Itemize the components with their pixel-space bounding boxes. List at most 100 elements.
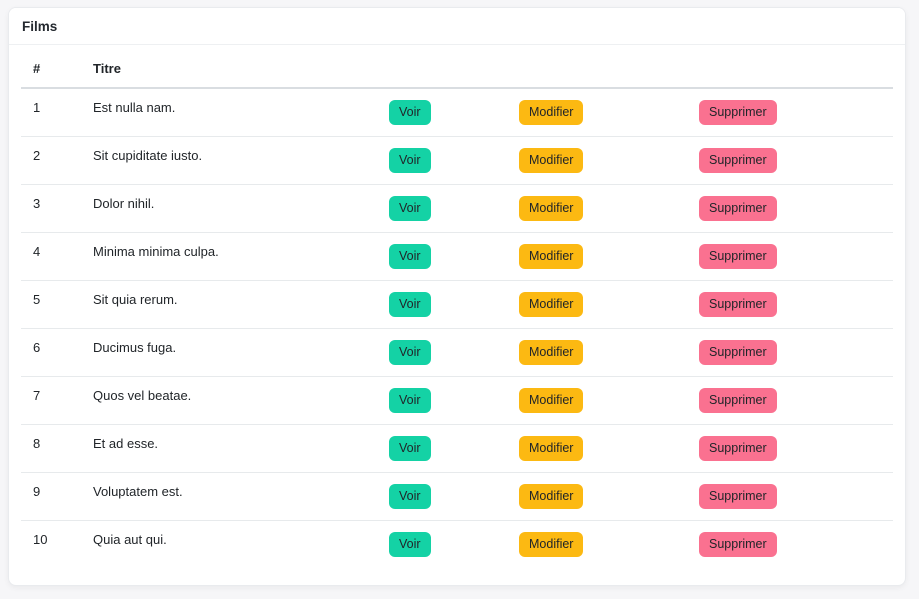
column-header-action-edit (507, 52, 687, 89)
table-row: 5 Sit quia rerum. Voir Modifier Supprime… (21, 279, 893, 329)
row-delete-cell: Supprimer (687, 231, 893, 281)
row-title: Ducimus fuga. (93, 339, 177, 355)
row-number-cell: 7 (21, 375, 81, 425)
row-title: Quos vel beatae. (93, 387, 192, 403)
row-edit-cell: Modifier (507, 519, 687, 568)
delete-button[interactable]: Supprimer (699, 483, 777, 509)
delete-button[interactable]: Supprimer (699, 243, 777, 269)
row-edit-cell: Modifier (507, 423, 687, 473)
row-delete-cell: Supprimer (687, 87, 893, 137)
view-button[interactable]: Voir (389, 99, 431, 125)
row-edit-cell: Modifier (507, 135, 687, 185)
row-delete-cell: Supprimer (687, 183, 893, 233)
table-row: 3 Dolor nihil. Voir Modifier Supprimer (21, 183, 893, 233)
card-body: # Titre 1 Est nulla nam. Voir Modifier S… (9, 45, 905, 580)
row-edit-cell: Modifier (507, 375, 687, 425)
delete-button[interactable]: Supprimer (699, 147, 777, 173)
row-view-cell: Voir (377, 375, 507, 425)
row-title-cell: Minima minima culpa. (81, 231, 377, 281)
delete-button[interactable]: Supprimer (699, 531, 777, 557)
table-row: 9 Voluptatem est. Voir Modifier Supprime… (21, 471, 893, 521)
table-header-row: # Titre (21, 52, 893, 89)
row-edit-cell: Modifier (507, 231, 687, 281)
edit-button[interactable]: Modifier (519, 339, 584, 365)
row-edit-cell: Modifier (507, 471, 687, 521)
edit-button[interactable]: Modifier (519, 195, 584, 221)
films-card: Films # Titre 1 E (8, 7, 906, 586)
column-header-title: Titre (81, 52, 377, 89)
row-delete-cell: Supprimer (687, 279, 893, 329)
row-view-cell: Voir (377, 471, 507, 521)
view-button[interactable]: Voir (389, 435, 431, 461)
row-view-cell: Voir (377, 135, 507, 185)
row-delete-cell: Supprimer (687, 375, 893, 425)
edit-button[interactable]: Modifier (519, 483, 584, 509)
row-edit-cell: Modifier (507, 87, 687, 137)
row-title-cell: Quia aut qui. (81, 519, 377, 568)
delete-button[interactable]: Supprimer (699, 339, 777, 365)
table-row: 7 Quos vel beatae. Voir Modifier Supprim… (21, 375, 893, 425)
row-title: Et ad esse. (93, 435, 159, 451)
row-delete-cell: Supprimer (687, 327, 893, 377)
edit-button[interactable]: Modifier (519, 387, 584, 413)
row-number: 1 (33, 99, 41, 115)
view-button[interactable]: Voir (389, 387, 431, 413)
row-number-cell: 2 (21, 135, 81, 185)
view-button[interactable]: Voir (389, 291, 431, 317)
row-title-cell: Quos vel beatae. (81, 375, 377, 425)
row-edit-cell: Modifier (507, 183, 687, 233)
row-number: 5 (33, 291, 41, 307)
table-row: 8 Et ad esse. Voir Modifier Supprimer (21, 423, 893, 473)
edit-button[interactable]: Modifier (519, 99, 584, 125)
row-view-cell: Voir (377, 87, 507, 137)
row-view-cell: Voir (377, 327, 507, 377)
row-number: 10 (33, 531, 48, 547)
row-delete-cell: Supprimer (687, 471, 893, 521)
column-header-action-delete (687, 52, 893, 89)
card-title: Films (9, 8, 905, 45)
edit-button[interactable]: Modifier (519, 243, 584, 269)
table-row: 6 Ducimus fuga. Voir Modifier Supprimer (21, 327, 893, 377)
row-title-cell: Dolor nihil. (81, 183, 377, 233)
column-header-number: # (21, 52, 81, 89)
row-title: Sit cupiditate iusto. (93, 147, 203, 163)
row-title: Sit quia rerum. (93, 291, 178, 307)
view-button[interactable]: Voir (389, 339, 431, 365)
row-number: 4 (33, 243, 41, 259)
delete-button[interactable]: Supprimer (699, 291, 777, 317)
delete-button[interactable]: Supprimer (699, 195, 777, 221)
row-title-cell: Est nulla nam. (81, 87, 377, 137)
row-title: Minima minima culpa. (93, 243, 219, 259)
row-number-cell: 9 (21, 471, 81, 521)
view-button[interactable]: Voir (389, 195, 431, 221)
row-number: 6 (33, 339, 41, 355)
edit-button[interactable]: Modifier (519, 291, 584, 317)
row-view-cell: Voir (377, 519, 507, 568)
row-title: Est nulla nam. (93, 99, 176, 115)
row-number-cell: 10 (21, 519, 81, 568)
delete-button[interactable]: Supprimer (699, 387, 777, 413)
view-button[interactable]: Voir (389, 243, 431, 269)
row-title-cell: Voluptatem est. (81, 471, 377, 521)
row-number: 2 (33, 147, 41, 163)
edit-button[interactable]: Modifier (519, 531, 584, 557)
row-title: Quia aut qui. (93, 531, 167, 547)
row-number-cell: 8 (21, 423, 81, 473)
delete-button[interactable]: Supprimer (699, 99, 777, 125)
row-number-cell: 4 (21, 231, 81, 281)
view-button[interactable]: Voir (389, 531, 431, 557)
view-button[interactable]: Voir (389, 483, 431, 509)
edit-button[interactable]: Modifier (519, 435, 584, 461)
edit-button[interactable]: Modifier (519, 147, 584, 173)
row-number: 7 (33, 387, 41, 403)
row-delete-cell: Supprimer (687, 519, 893, 568)
row-number: 8 (33, 435, 41, 451)
view-button[interactable]: Voir (389, 147, 431, 173)
row-number-cell: 3 (21, 183, 81, 233)
delete-button[interactable]: Supprimer (699, 435, 777, 461)
row-title-cell: Et ad esse. (81, 423, 377, 473)
row-view-cell: Voir (377, 183, 507, 233)
row-delete-cell: Supprimer (687, 135, 893, 185)
row-title: Dolor nihil. (93, 195, 155, 211)
